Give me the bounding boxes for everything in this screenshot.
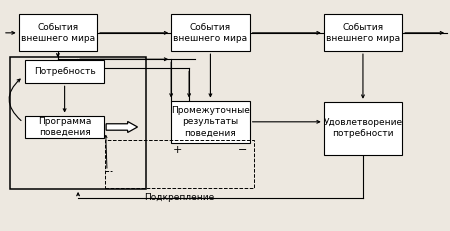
Bar: [25, 60, 104, 83]
Text: Удовлетворение
потребности: Удовлетворение потребности: [324, 118, 402, 138]
Text: События
внешнего мира: События внешнего мира: [21, 23, 95, 43]
Bar: [105, 140, 254, 188]
Bar: [171, 15, 250, 51]
Text: Промежуточные
результаты
поведения: Промежуточные результаты поведения: [171, 106, 250, 137]
FancyArrow shape: [106, 122, 138, 133]
Bar: [25, 116, 104, 138]
Text: +: +: [173, 145, 183, 155]
Text: Потребность: Потребность: [34, 67, 95, 76]
Text: События
внешнего мира: События внешнего мира: [326, 23, 400, 43]
Text: События
внешнего мира: События внешнего мира: [173, 23, 248, 43]
Bar: [324, 15, 402, 51]
Bar: [171, 100, 250, 143]
Text: −: −: [238, 145, 248, 155]
Text: Программа
поведения: Программа поведения: [38, 117, 91, 137]
Bar: [18, 15, 97, 51]
Text: Подкрепление: Подкрепление: [144, 192, 215, 201]
Bar: [9, 57, 147, 189]
Bar: [324, 102, 402, 155]
